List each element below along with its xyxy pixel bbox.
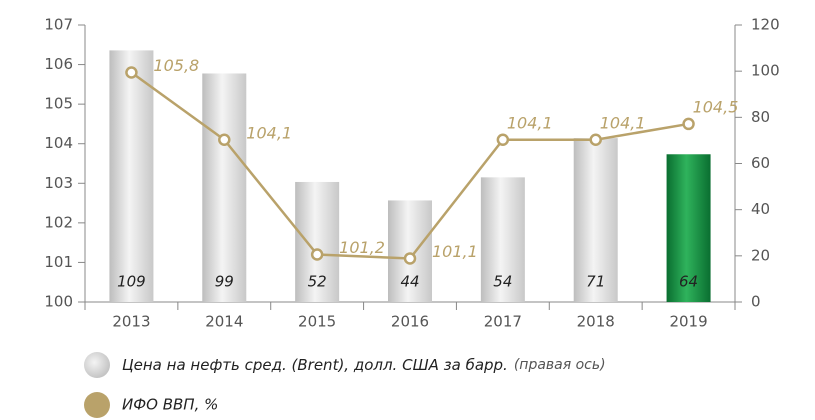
x-tick-label: 2019 bbox=[669, 313, 707, 331]
line-value-label: 101,2 bbox=[339, 238, 385, 257]
bar bbox=[109, 50, 154, 303]
line-point bbox=[218, 133, 231, 147]
x-tick-label: 2015 bbox=[298, 313, 336, 331]
line-point bbox=[310, 248, 324, 261]
line-point bbox=[125, 66, 138, 79]
y-tick-label: 100 bbox=[44, 293, 73, 311]
y2-tick-label: 100 bbox=[751, 62, 780, 80]
bar-value-label: 99 bbox=[215, 273, 234, 291]
legend-label: ИФО ВВП, % bbox=[122, 396, 218, 414]
line-value-label: 105,8 bbox=[153, 56, 199, 75]
y2-tick-label: 0 bbox=[751, 293, 761, 311]
line-value-label: 101,1 bbox=[432, 242, 478, 261]
bar bbox=[295, 181, 340, 302]
legend-label: Цена на нефть сред. (Brent), долл. США з… bbox=[122, 356, 606, 374]
line-value-label: 104,5 bbox=[693, 97, 739, 116]
line-point bbox=[496, 133, 510, 147]
legend-note: (правая ось) bbox=[514, 357, 606, 373]
y-tick-label: 102 bbox=[44, 213, 73, 231]
legend-marker bbox=[84, 392, 110, 418]
bar bbox=[480, 177, 525, 302]
line-point bbox=[589, 133, 602, 147]
y2-tick-label: 20 bbox=[751, 246, 770, 264]
y-tick-label: 101 bbox=[44, 253, 73, 271]
bar-value-label: 54 bbox=[493, 273, 512, 291]
bar bbox=[202, 73, 247, 302]
y-tick-label: 105 bbox=[44, 95, 73, 113]
line-point bbox=[403, 252, 417, 265]
y-tick-label: 104 bbox=[44, 134, 73, 152]
line-value-label: 104,1 bbox=[507, 113, 553, 132]
x-tick-label: 2018 bbox=[577, 313, 615, 331]
x-tick-label: 2016 bbox=[391, 313, 429, 331]
y2-tick-label: 80 bbox=[751, 108, 770, 126]
x-tick-label: 2013 bbox=[112, 313, 150, 331]
x-tick-label: 2014 bbox=[205, 313, 243, 331]
line-value-label: 104,1 bbox=[600, 113, 646, 132]
y-tick-label: 103 bbox=[44, 174, 73, 192]
y-tick-label: 107 bbox=[44, 16, 73, 34]
y2-tick-label: 40 bbox=[751, 200, 770, 218]
legend-text: Цена на нефть сред. (Brent), долл. США з… bbox=[122, 356, 508, 374]
bar bbox=[666, 154, 711, 302]
bar-value-label: 64 bbox=[679, 273, 698, 291]
y2-tick-label: 60 bbox=[751, 154, 770, 172]
bar bbox=[388, 200, 432, 302]
y-tick-label: 106 bbox=[44, 55, 73, 73]
bar-value-label: 109 bbox=[117, 273, 146, 291]
bar bbox=[573, 138, 618, 302]
legend-marker bbox=[84, 352, 110, 378]
bar-value-label: 44 bbox=[400, 273, 419, 291]
line-point bbox=[682, 117, 695, 131]
line-value-label: 104,1 bbox=[246, 123, 292, 142]
x-tick-label: 2017 bbox=[484, 313, 522, 331]
bar-value-label: 52 bbox=[308, 273, 327, 291]
y2-tick-label: 120 bbox=[751, 16, 780, 34]
bar-value-label: 71 bbox=[586, 273, 605, 291]
